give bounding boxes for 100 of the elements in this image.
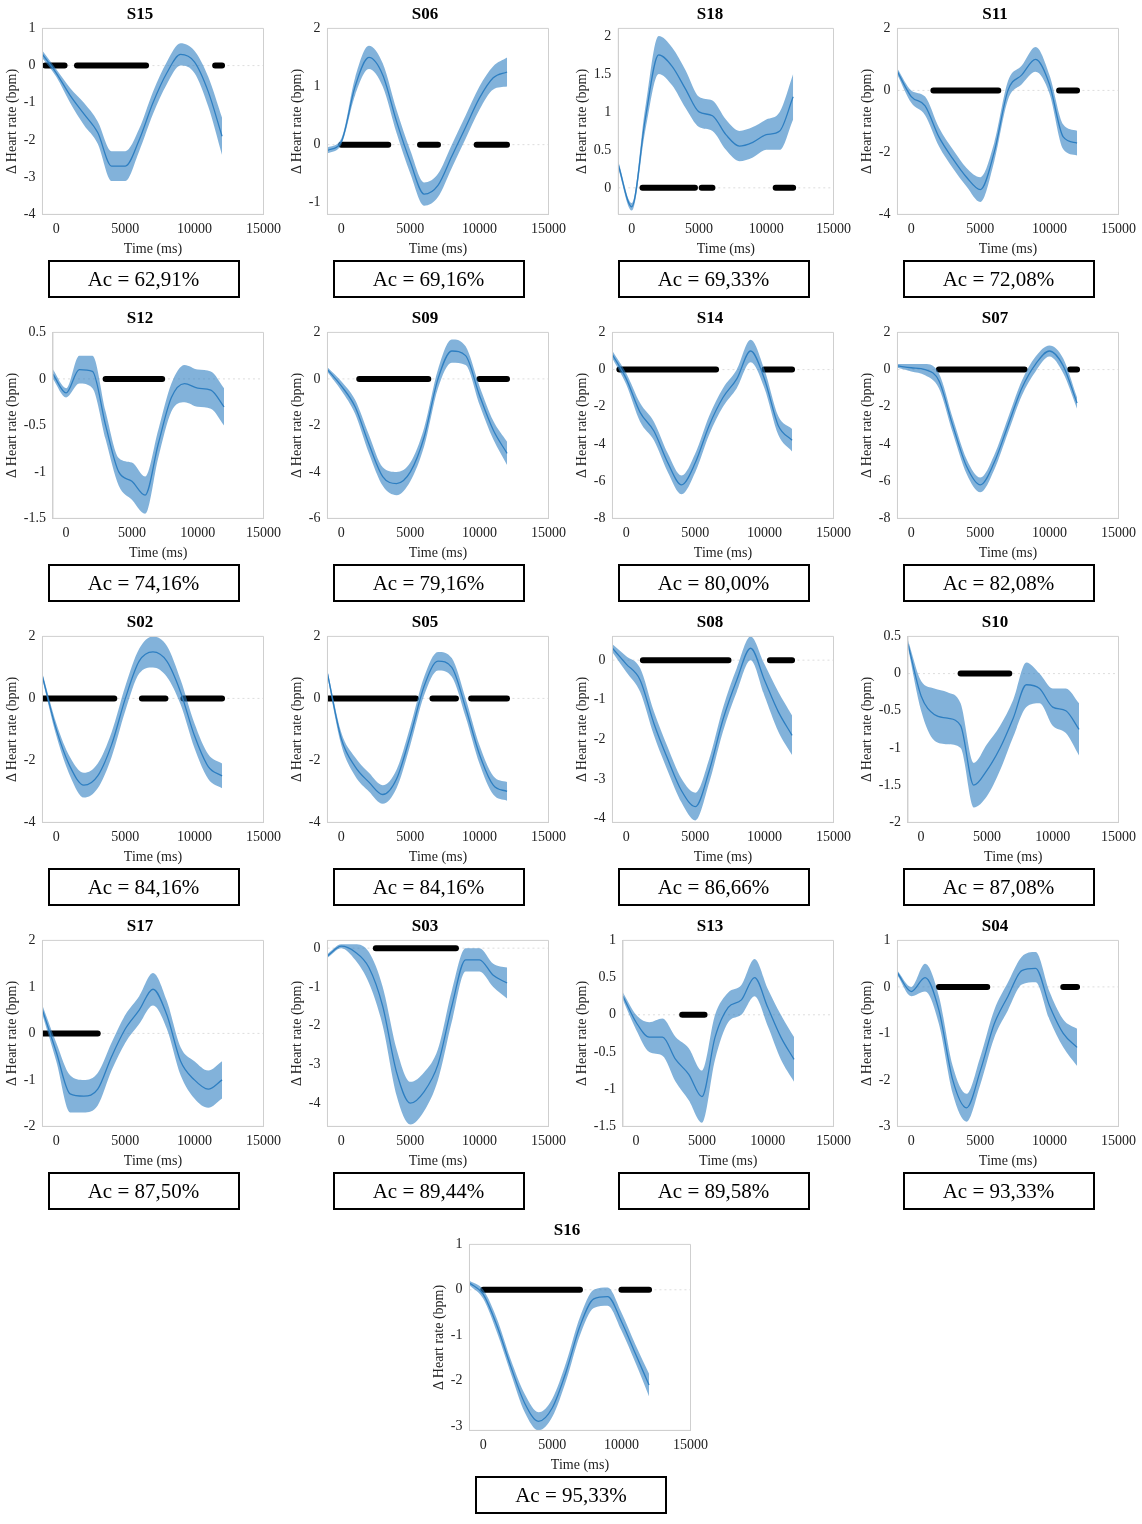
y-tick-label: -4 [878, 206, 890, 222]
line-series [52, 368, 225, 496]
y-tick-label: -1 [23, 94, 35, 110]
y-tick-label: 0 [27, 57, 35, 73]
x-axis-title: Time (ms) [128, 545, 188, 562]
x-tick-label: 0 [337, 829, 345, 845]
y-tick-label: -2 [878, 144, 890, 160]
x-tick-label: 15000 [815, 221, 851, 237]
y-tick-label: 1.5 [593, 65, 611, 81]
x-tick-label: 15000 [815, 1133, 851, 1149]
x-tick-label: 0 [907, 1133, 915, 1149]
x-tick-label: 0 [337, 525, 345, 541]
text: Ac = 82,08% [902, 564, 1095, 602]
y-tick-label: 0 [882, 361, 890, 377]
y-tick-label: 0 [603, 179, 611, 195]
y-axis-title: Δ Heart rate (bpm) [3, 980, 20, 1086]
text: Ac = 93,33% [902, 1172, 1095, 1210]
x-tick-label: 0 [622, 829, 630, 845]
x-tick-label: 10000 [179, 525, 215, 541]
text: Ac = 89,44% [332, 1172, 525, 1210]
x-tick-label: 10000 [746, 829, 782, 845]
y-tick-label: -1 [23, 1071, 35, 1087]
y-tick-label: -4 [308, 814, 320, 830]
y-tick-label: -2 [593, 398, 605, 414]
y-tick-label: 2 [312, 628, 320, 644]
x-tick-label: 15000 [1100, 525, 1136, 541]
y-tick-label: -1 [878, 1025, 890, 1041]
chart-title: S11 [981, 3, 1008, 23]
y-tick-label: 0 [608, 1006, 616, 1022]
y-tick-label: -2 [450, 1372, 463, 1388]
y-tick-label: -2 [308, 752, 320, 768]
x-tick-label: 0 [62, 525, 70, 541]
line-series [41, 988, 223, 1097]
chart-title: S12 [126, 307, 153, 327]
x-tick-label: 10000 [1031, 1133, 1067, 1149]
y-tick-label: -2 [23, 1118, 35, 1134]
y-tick-label: 2 [27, 628, 35, 644]
x-tick-label: 0 [907, 221, 915, 237]
y-tick-label: 0 [27, 1025, 35, 1041]
y-tick-label: 2 [882, 324, 890, 340]
y-tick-label: -4 [308, 1094, 320, 1110]
y-tick-label: 0 [312, 136, 320, 152]
y-axis-title: Δ Heart rate (bpm) [288, 676, 305, 782]
y-tick-label: 0 [597, 361, 605, 377]
y-tick-label: -3 [308, 1056, 320, 1072]
x-axis-title: Time (ms) [978, 545, 1037, 562]
x-tick-label: 15000 [530, 525, 566, 541]
x-tick-label: 5000 [684, 221, 713, 237]
y-tick-label: -0.5 [878, 702, 901, 718]
x-tick-label: 10000 [461, 829, 497, 845]
y-axis-title: Δ Heart rate (bpm) [3, 68, 20, 174]
x-tick-label: 15000 [530, 1133, 566, 1149]
y-tick-label: 0 [27, 690, 35, 706]
y-tick-label: -6 [308, 510, 320, 526]
x-tick-label: 10000 [176, 221, 212, 237]
chart-title: S14 [696, 307, 724, 327]
y-tick-label: 2 [312, 20, 320, 36]
y-tick-label: -4 [593, 810, 605, 826]
text: Ac = 89,58% [617, 1172, 810, 1210]
y-tick-label: 0 [455, 1281, 463, 1297]
text: Ac = 72,08% [902, 260, 1095, 298]
y-axis-title: Δ Heart rate (bpm) [3, 372, 20, 478]
y-tick-label: -6 [878, 472, 890, 488]
x-tick-label: 10000 [461, 221, 497, 237]
x-tick-label: 15000 [673, 1437, 708, 1453]
y-axis-title: Δ Heart rate (bpm) [858, 980, 875, 1086]
x-axis-title: Time (ms) [693, 849, 752, 866]
text: Ac = 62,91% [47, 260, 240, 298]
y-axis-title: Δ Heart rate (bpm) [573, 980, 590, 1086]
x-axis-title: Time (ms) [408, 849, 467, 866]
y-axis-title: Δ Heart rate (bpm) [431, 1284, 448, 1390]
y-tick-label: 0.5 [597, 969, 616, 985]
x-tick-label: 0 [52, 1133, 60, 1149]
x-tick-label: 0 [622, 525, 630, 541]
y-axis-title: Δ Heart rate (bpm) [573, 68, 590, 174]
x-tick-label: 0 [632, 1133, 640, 1149]
y-tick-label: 2 [597, 324, 605, 340]
chart-title: S03 [411, 915, 438, 935]
y-tick-label: -2 [23, 752, 35, 768]
y-tick-label: 0 [312, 939, 320, 955]
text: Ac = 84,16% [47, 868, 240, 906]
x-tick-label: 10000 [461, 1133, 497, 1149]
x-tick-label: 0 [917, 829, 925, 845]
text: Ac = 69,33% [617, 260, 810, 298]
y-tick-label: -4 [23, 814, 35, 830]
y-tick-label: -2 [878, 1071, 890, 1087]
x-tick-label: 10000 [1034, 829, 1070, 845]
x-tick-label: 5000 [680, 829, 709, 845]
y-tick-label: 0 [893, 665, 901, 681]
y-tick-label: 0 [882, 978, 890, 994]
y-axis-title: Δ Heart rate (bpm) [288, 372, 305, 478]
x-tick-label: 10000 [1031, 525, 1067, 541]
text: Ac = 69,16% [332, 260, 525, 298]
x-tick-label: 15000 [530, 829, 566, 845]
x-tick-label: 0 [479, 1437, 487, 1453]
y-tick-label: -1 [450, 1326, 463, 1342]
x-tick-label: 5000 [117, 525, 146, 541]
y-tick-label: -3 [593, 770, 605, 786]
chart-title: S17 [126, 915, 154, 935]
y-tick-label: -1.5 [878, 776, 901, 792]
